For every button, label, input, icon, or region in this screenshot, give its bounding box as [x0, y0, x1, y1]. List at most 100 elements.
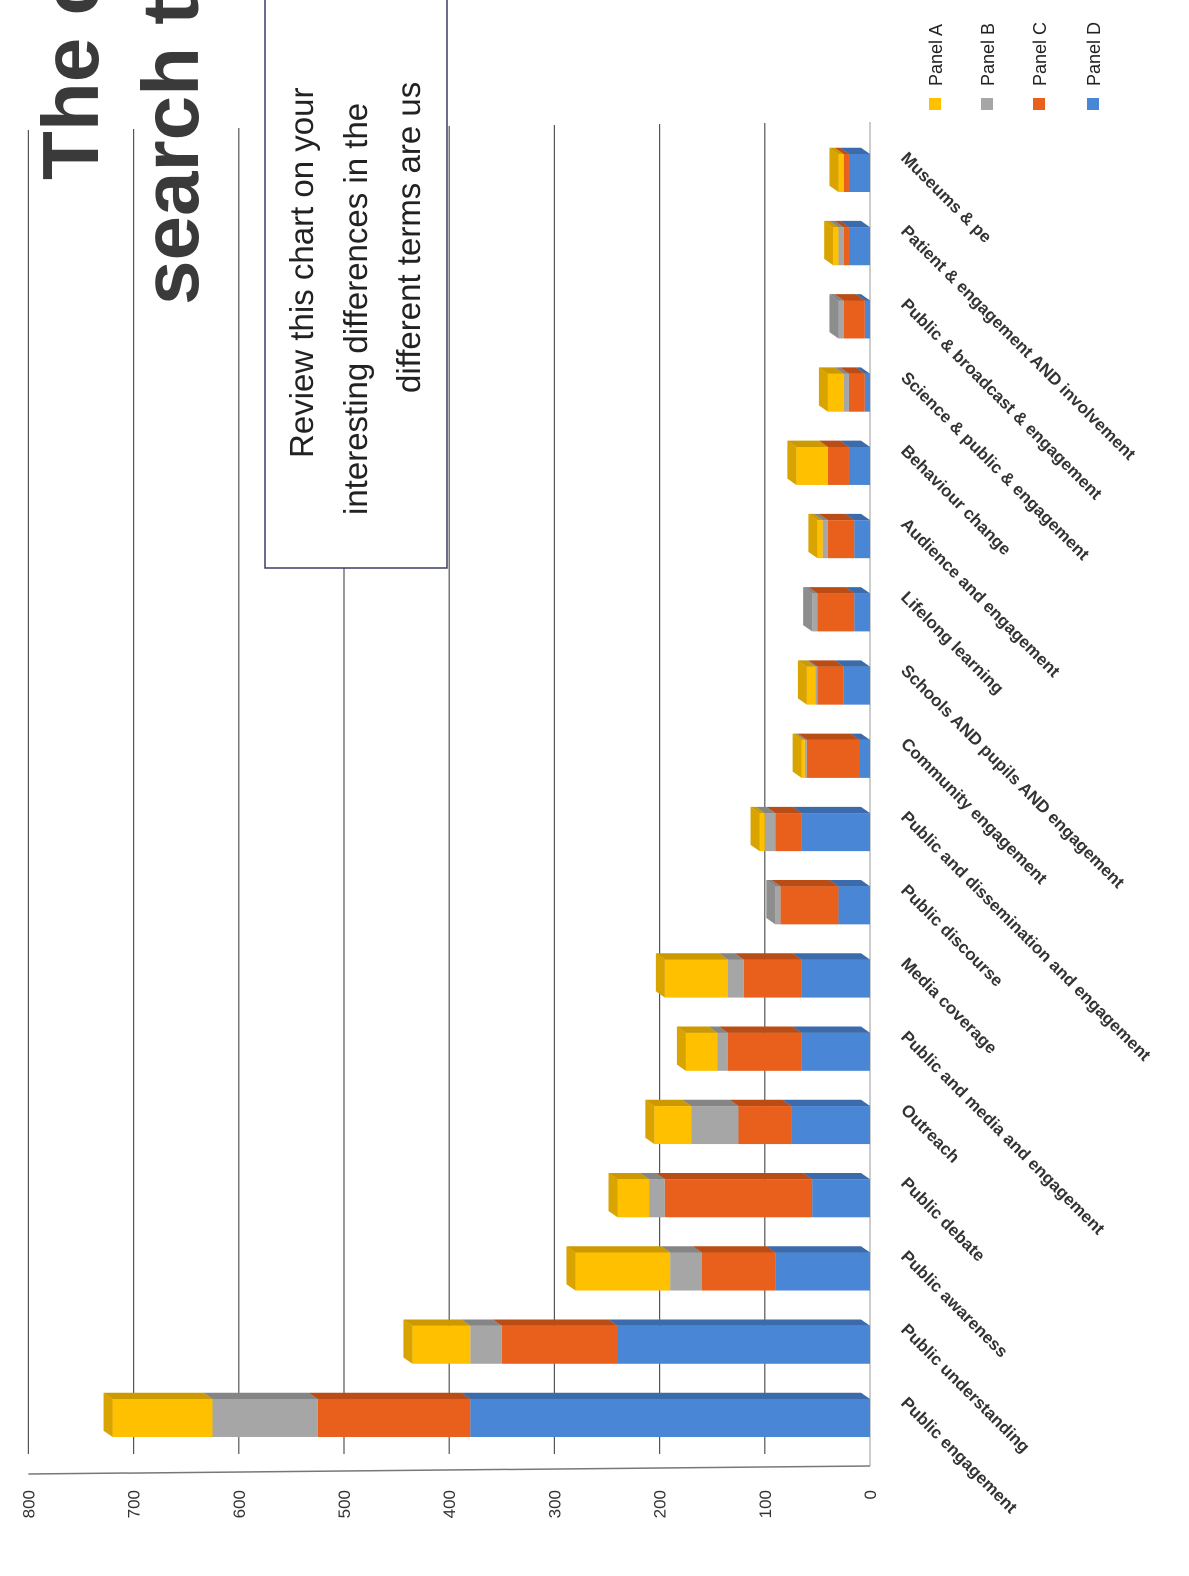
bar-segment: [718, 953, 744, 998]
bar-segment: [403, 1319, 471, 1364]
bar-segment: [718, 1026, 802, 1071]
bar-depth: [824, 220, 839, 228]
bar-face: [838, 154, 844, 192]
bar-segment: [771, 880, 839, 925]
bar-segment: [492, 1319, 618, 1364]
bar-face: [470, 1325, 502, 1364]
bar-depth: [750, 806, 765, 814]
bar-face: [843, 227, 849, 266]
legend-swatch: [981, 98, 993, 110]
legend-swatch: [1033, 98, 1045, 110]
bar-depth: [792, 953, 870, 960]
bar-depth: [792, 806, 870, 814]
bar-face: [817, 666, 844, 705]
bar-depth: [829, 880, 870, 887]
category-label: Public understanding: [897, 1320, 1033, 1456]
bar-depth: [808, 587, 855, 594]
bar-face: [764, 813, 776, 852]
bar-segment: [808, 513, 823, 559]
bar-face: [727, 1032, 802, 1071]
bar-segment: [818, 513, 855, 559]
bar-segment: [839, 440, 870, 485]
bar-depth: [608, 1172, 650, 1180]
bar-segment: [839, 220, 870, 266]
bar-face: [791, 1106, 870, 1145]
legend-item: Panel D: [1084, 22, 1104, 110]
bar-face: [775, 1252, 870, 1291]
bar-face: [854, 520, 870, 559]
bar-face: [727, 959, 744, 998]
bar-face: [112, 1399, 213, 1437]
bar-depth: [734, 953, 802, 960]
bar-face: [801, 813, 870, 852]
bar-depth: [806, 660, 818, 667]
bar-face: [796, 446, 828, 485]
bar-face: [843, 154, 849, 192]
bar-depth: [834, 294, 865, 301]
bar-segment: [708, 1026, 728, 1071]
bar-depth: [676, 1026, 718, 1033]
bar-depth: [829, 294, 844, 301]
bar-cap: [808, 513, 818, 559]
tick-label: 400: [440, 1490, 459, 1518]
bar-segment: [308, 1392, 471, 1437]
bar-face: [848, 446, 870, 485]
bar-depth: [766, 880, 781, 887]
legend-item: Panel C: [1030, 22, 1050, 110]
bar-segment: [461, 1319, 502, 1364]
bar-depth: [829, 147, 844, 154]
bar-segment: [203, 1392, 318, 1437]
bar-face: [617, 1179, 650, 1218]
bar-face: [801, 959, 870, 998]
bar-segment: [845, 513, 870, 559]
bar-face: [848, 154, 870, 192]
bar-depth: [766, 1246, 870, 1253]
tick-label: 0: [861, 1490, 880, 1499]
bar-depth: [403, 1319, 471, 1326]
bar-segment: [803, 587, 818, 632]
bar-segment: [729, 1099, 792, 1145]
bar-cap: [803, 587, 813, 632]
bar-face: [701, 1252, 776, 1291]
bar-segment: [655, 953, 728, 998]
bar-depth: [771, 880, 839, 887]
bar-segment: [755, 806, 776, 852]
bar-face: [691, 1106, 739, 1145]
category-label: Audience and engagement: [897, 515, 1064, 682]
bar-segment: [850, 733, 870, 778]
bar-segment: [645, 1099, 692, 1145]
bar-face: [848, 373, 865, 412]
bars: [103, 147, 870, 1437]
bar-depth: [818, 440, 849, 447]
bar-face: [654, 1106, 692, 1145]
bar-face: [817, 593, 855, 632]
bar-depth: [492, 1319, 618, 1326]
bar-face: [775, 886, 781, 925]
bar-depth: [566, 1246, 671, 1253]
legend-label: Panel B: [978, 23, 998, 86]
bar-cap: [608, 1172, 618, 1218]
bar-face: [575, 1252, 671, 1291]
tick-label: 500: [335, 1490, 354, 1518]
axis-line: [28, 1465, 871, 1475]
bar-face: [649, 1179, 665, 1218]
bar-depth: [845, 513, 870, 521]
bar-face: [838, 886, 870, 925]
bar-cap: [403, 1319, 413, 1364]
bar-face: [859, 739, 870, 778]
bar-segment: [834, 147, 849, 192]
bar-depth: [797, 733, 860, 740]
legend-label: Panel C: [1030, 22, 1050, 86]
bar-face: [664, 1179, 813, 1218]
bar-face: [670, 1252, 702, 1291]
bar-segment: [829, 147, 844, 192]
bar-face: [848, 227, 870, 266]
bar-segment: [792, 806, 870, 852]
category-label: Public and dissemination and engagement: [897, 808, 1154, 1065]
bar-segment: [103, 1392, 213, 1437]
bar-segment: [661, 1246, 702, 1291]
bar-depth: [766, 806, 802, 814]
bar-depth: [792, 733, 805, 740]
bar-segment: [834, 660, 870, 705]
